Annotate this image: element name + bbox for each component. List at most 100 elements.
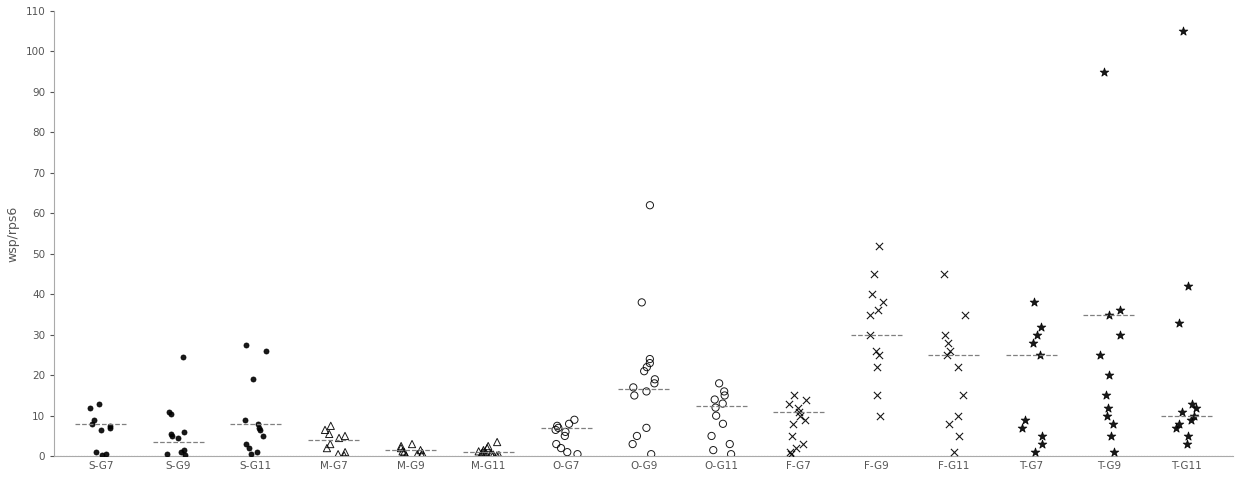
Point xyxy=(247,448,267,456)
Point xyxy=(795,416,815,424)
Point xyxy=(637,363,657,371)
Point xyxy=(1169,319,1189,326)
Point xyxy=(551,444,570,452)
Point xyxy=(1099,311,1118,318)
Point xyxy=(627,432,647,440)
Point xyxy=(1184,412,1204,420)
Point xyxy=(1095,68,1115,76)
Point xyxy=(236,341,255,349)
Point xyxy=(789,408,808,415)
Y-axis label: wsp/rps6: wsp/rps6 xyxy=(7,206,20,261)
Point xyxy=(159,408,179,415)
Point xyxy=(714,391,734,399)
Point xyxy=(239,444,259,452)
Point xyxy=(1033,432,1053,440)
Point xyxy=(474,446,494,454)
Point xyxy=(482,450,502,458)
Point xyxy=(161,410,181,417)
Point xyxy=(408,450,428,458)
Point xyxy=(1104,420,1123,428)
Point xyxy=(861,311,880,318)
Point xyxy=(784,420,804,428)
Point xyxy=(1027,331,1047,338)
Point xyxy=(1023,339,1043,347)
Point xyxy=(636,388,656,395)
Point xyxy=(636,424,656,432)
Point xyxy=(329,434,348,442)
Point xyxy=(869,242,889,250)
Point xyxy=(484,451,503,458)
Point xyxy=(396,452,415,459)
Point xyxy=(704,396,724,403)
Point xyxy=(706,404,725,412)
Point xyxy=(479,442,498,450)
Point xyxy=(84,416,104,424)
Point xyxy=(722,450,742,458)
Point xyxy=(86,448,105,456)
Point xyxy=(640,355,660,363)
Point xyxy=(622,440,642,448)
Point xyxy=(568,450,588,458)
Point xyxy=(1097,412,1117,420)
Point xyxy=(940,347,960,355)
Point xyxy=(703,446,723,454)
Point xyxy=(315,426,335,434)
Point xyxy=(393,447,413,455)
Point xyxy=(1097,404,1117,412)
Point xyxy=(707,412,727,420)
Point xyxy=(1172,408,1192,415)
Point xyxy=(317,444,337,452)
Point xyxy=(1090,351,1110,359)
Point xyxy=(169,434,188,442)
Point xyxy=(713,400,733,407)
Point xyxy=(556,428,575,436)
Point xyxy=(320,440,340,448)
Point xyxy=(391,442,410,450)
Point xyxy=(546,426,565,434)
Point xyxy=(1169,420,1189,428)
Point xyxy=(469,447,489,455)
Point xyxy=(1032,323,1052,330)
Point xyxy=(161,430,181,438)
Point xyxy=(634,368,653,375)
Point xyxy=(95,450,115,458)
Point xyxy=(1185,404,1205,412)
Point xyxy=(547,440,567,448)
Point xyxy=(162,432,182,440)
Point xyxy=(92,426,112,434)
Point xyxy=(548,424,568,432)
Point xyxy=(1101,432,1121,440)
Point xyxy=(1173,27,1193,35)
Point xyxy=(1110,331,1130,338)
Point xyxy=(720,440,740,448)
Point xyxy=(257,347,277,355)
Point xyxy=(100,422,120,430)
Point xyxy=(1025,448,1045,456)
Point xyxy=(714,388,734,395)
Point xyxy=(412,451,432,459)
Point xyxy=(796,396,816,403)
Point xyxy=(939,339,959,347)
Point xyxy=(640,201,660,209)
Point xyxy=(487,452,507,459)
Point xyxy=(641,450,661,458)
Point xyxy=(236,416,255,424)
Point xyxy=(780,448,800,456)
Point xyxy=(632,299,652,306)
Point xyxy=(236,440,255,448)
Point xyxy=(784,391,804,399)
Point xyxy=(935,331,955,338)
Point xyxy=(794,440,813,448)
Point xyxy=(1182,400,1202,407)
Point xyxy=(172,353,192,361)
Point xyxy=(335,448,355,456)
Point xyxy=(790,412,810,420)
Point xyxy=(249,426,269,434)
Point xyxy=(171,448,191,456)
Point xyxy=(410,446,430,454)
Point xyxy=(862,291,882,298)
Point xyxy=(709,380,729,387)
Point xyxy=(779,400,799,407)
Point xyxy=(781,432,801,440)
Point xyxy=(645,380,665,387)
